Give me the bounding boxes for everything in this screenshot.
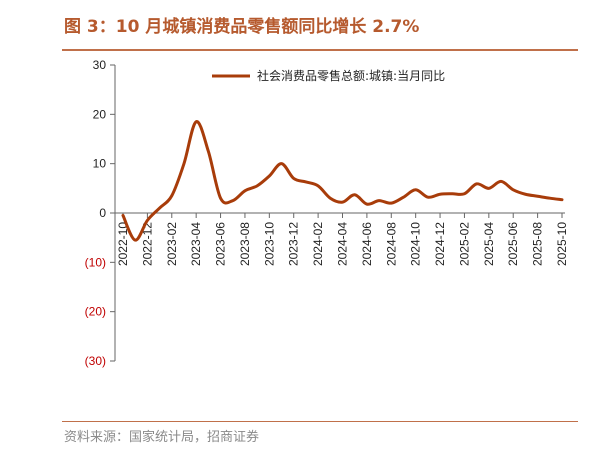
x-tick-label: 2024-10 [409, 222, 423, 266]
x-axis-ticks: 2022-10 2022-12 2023-02 2023-04 2023-06 2023-… [116, 213, 569, 266]
x-tick-label: 2023-08 [238, 222, 252, 266]
chart-title: 图 3：10 月城镇消费品零售额同比增长 2.7% [64, 17, 420, 37]
y-tick-label: 10 [93, 157, 107, 171]
y-tick-label: (10) [85, 255, 106, 269]
x-tick-label: 2022-12 [140, 222, 154, 266]
x-tick-label: 2025-02 [457, 222, 471, 266]
x-tick-label: 2024-02 [311, 222, 325, 266]
x-tick-label: 2023-02 [165, 222, 179, 266]
x-tick-label: 2025-04 [482, 222, 496, 266]
legend-label: 社会消费品零售总额:城镇:当月同比 [257, 68, 445, 83]
x-tick-label: 2023-12 [287, 222, 301, 266]
x-tick-label: 2023-06 [214, 222, 228, 266]
y-tick-label: 0 [99, 206, 106, 220]
y-tick-label: (30) [85, 354, 106, 368]
x-tick-label: 2025-06 [506, 222, 520, 266]
top-divider [62, 49, 578, 51]
series-line [121, 120, 564, 242]
bottom-divider [62, 421, 578, 422]
y-tick-label: 30 [93, 58, 107, 72]
x-tick-label: 2025-08 [531, 222, 545, 266]
x-tick-label: 2024-12 [433, 222, 447, 266]
source-note: 资料来源：国家统计局，招商证券 [64, 430, 260, 445]
y-axis-ticks: 30 20 10 0 (10) (20) (30) [85, 58, 115, 368]
x-tick-label: 2025-10 [555, 222, 569, 266]
x-tick-label: 2024-06 [360, 222, 374, 266]
x-tick-label: 2023-10 [262, 222, 276, 266]
legend: 社会消费品零售总额:城镇:当月同比 [212, 68, 445, 83]
x-tick-label: 2024-08 [384, 222, 398, 266]
x-tick-label: 2023-04 [189, 222, 203, 266]
y-tick-label: (20) [85, 305, 106, 319]
x-tick-label: 2024-04 [336, 222, 350, 266]
y-tick-label: 20 [93, 107, 107, 121]
x-tick-label: 2022-10 [116, 222, 130, 266]
